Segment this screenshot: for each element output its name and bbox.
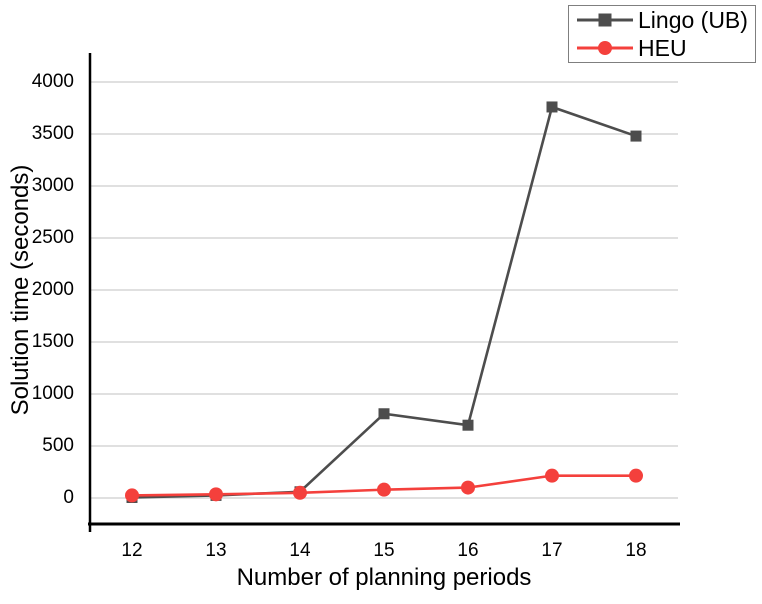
y-tick-label: 1500 [31,331,74,352]
x-tick-label: 17 [541,540,563,561]
x-tick-label: 14 [289,540,311,561]
data-point [545,468,559,483]
circle-marker-icon [598,41,612,55]
data-point [629,468,643,483]
x-tick-label: 12 [121,540,143,561]
data-point [546,101,558,113]
data-point [209,487,223,502]
x-tick-label: 15 [373,540,395,561]
y-axis-tick-labels: 0 500 1000 1500 2000 2500 3000 3500 4000 [0,0,74,604]
legend-item-heu: HEU [577,35,755,61]
heu-line-sample [577,41,633,55]
lingo-line-sample [577,13,633,27]
y-tick-label: 2500 [31,227,74,248]
data-point [630,130,642,142]
x-axis-title: Number of planning periods [236,564,532,591]
data-point [293,485,307,500]
legend-item-lingo: Lingo (UB) [577,7,755,33]
series-line-0 [131,105,637,499]
legend-label-heu: HEU [638,34,687,61]
data-point [462,419,474,431]
square-marker-icon [598,13,612,27]
y-tick-label: 0 [63,487,74,508]
data-point [125,488,139,503]
y-axis-title: Solution time (seconds) [7,164,34,416]
x-tick-label: 18 [625,540,647,561]
y-tick-label: 1000 [31,383,74,404]
data-point [378,408,390,420]
x-tick-label: 13 [205,540,227,561]
y-tick-label: 3500 [31,123,74,144]
y-tick-label: 500 [42,435,74,456]
y-tick-label: 4000 [31,71,74,92]
data-point [377,482,391,497]
x-tick-label: 16 [457,540,479,561]
legend-label-lingo: Lingo (UB) [638,6,748,33]
y-tick-label: 2000 [31,279,74,300]
data-point [461,480,475,495]
legend: Lingo (UB) HEU [568,5,756,63]
x-axis-tick-labels: 12 13 14 15 16 17 18 [0,540,762,564]
y-tick-label: 3000 [31,175,74,196]
